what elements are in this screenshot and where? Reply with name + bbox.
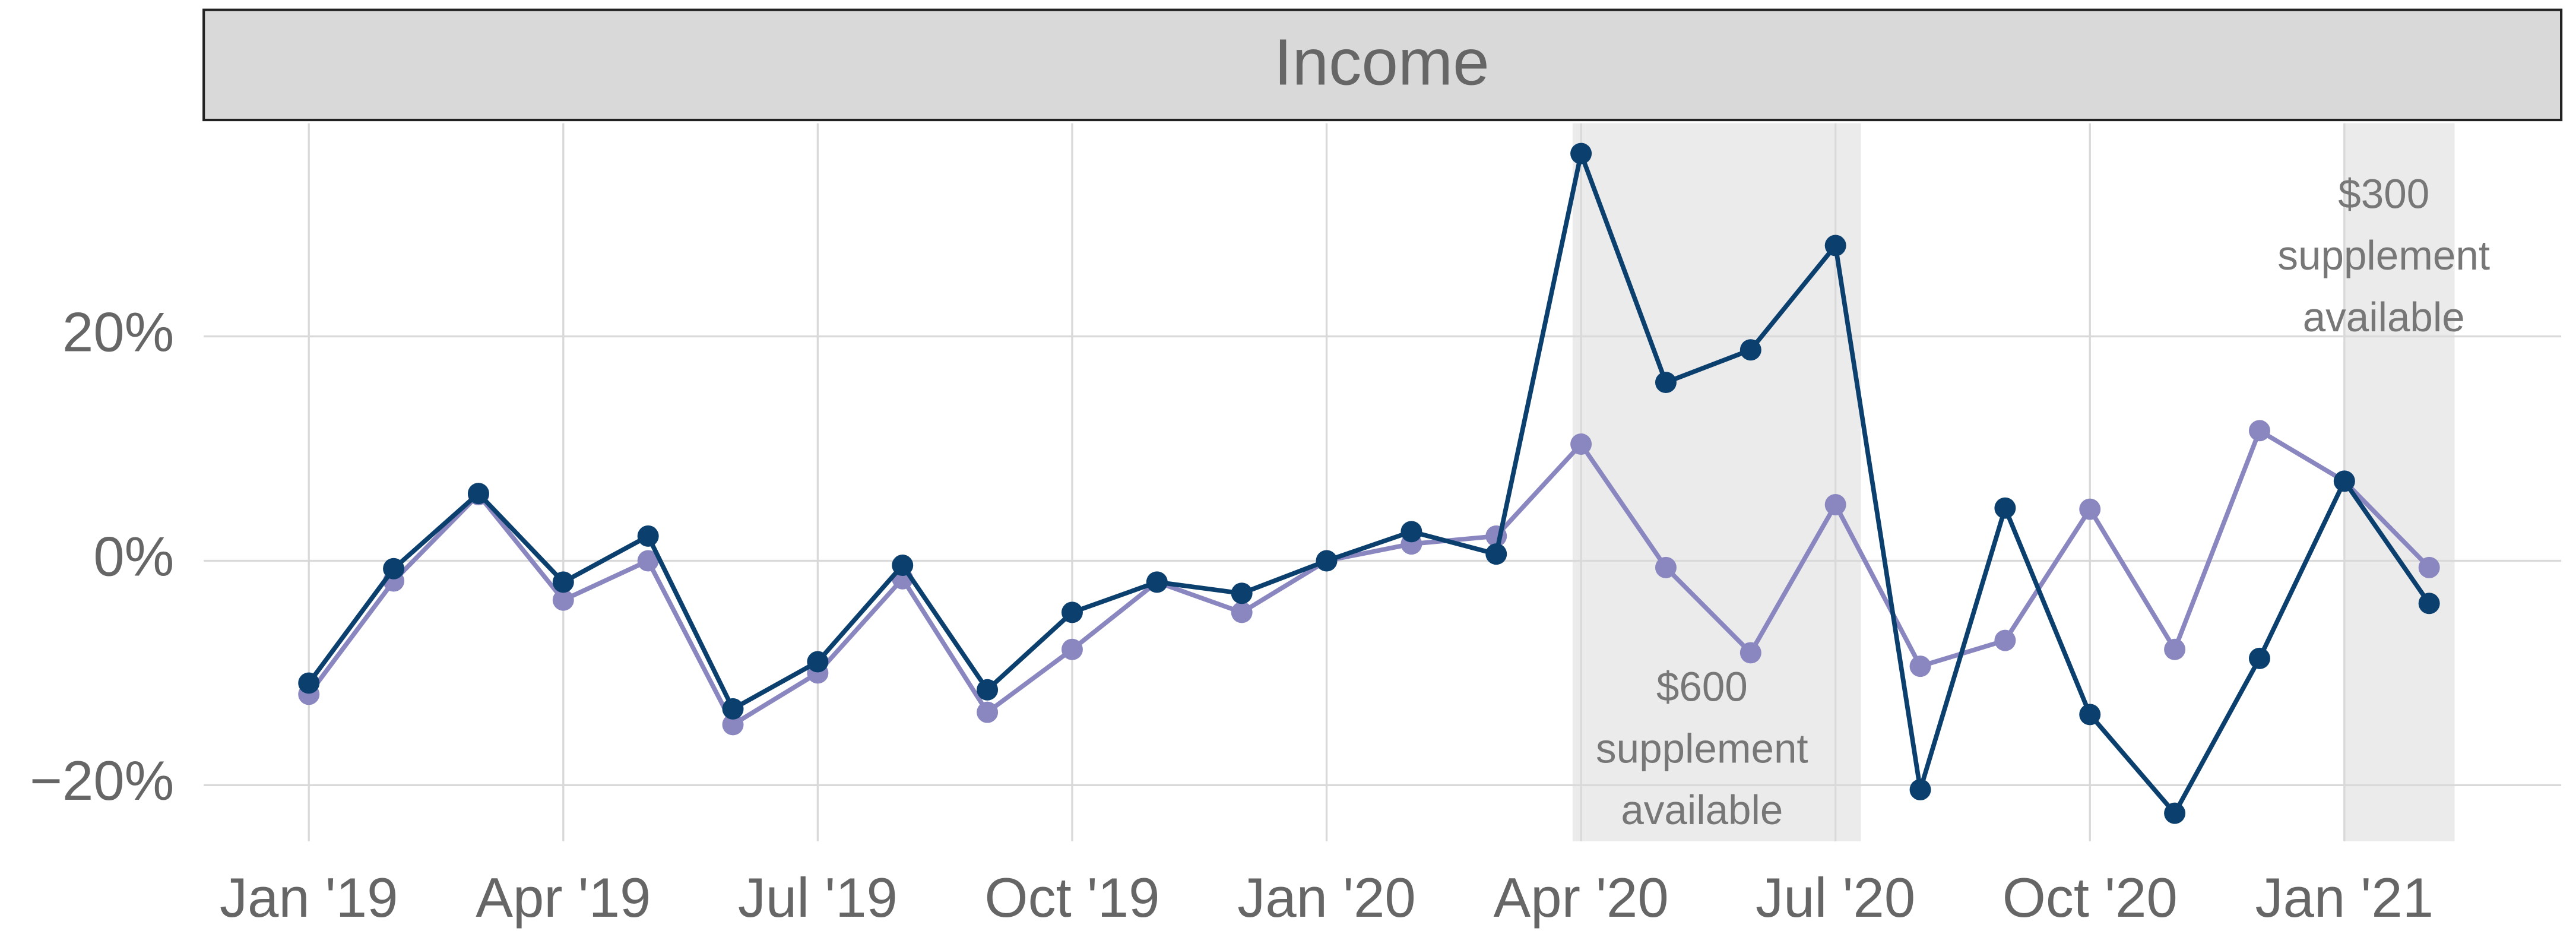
point: [722, 714, 744, 736]
point: [2248, 647, 2270, 669]
point: [1909, 656, 1931, 677]
point: [1316, 550, 1338, 572]
point: [2418, 593, 2440, 615]
x-tick-label: Jan '20: [1237, 866, 1415, 929]
annotation: available: [1621, 787, 1783, 833]
annotation: supplement: [1596, 725, 1808, 771]
x-tick-label: Oct '19: [984, 866, 1159, 929]
point: [977, 701, 999, 723]
point: [2248, 420, 2270, 442]
point: [1485, 543, 1507, 565]
point: [383, 558, 405, 580]
x-tick-label: Jul '20: [1756, 866, 1915, 929]
point: [1570, 433, 1592, 455]
point: [1655, 372, 1677, 394]
point: [1994, 497, 2016, 519]
point: [2333, 470, 2355, 492]
point: [1739, 339, 1761, 361]
line: [307, 145, 2431, 818]
point: [552, 589, 574, 611]
annotation: supplement: [2277, 232, 2490, 278]
x-tick-label: Jan '19: [220, 866, 398, 929]
annotation: $300: [2338, 170, 2429, 217]
point: [467, 483, 489, 505]
annotation: $600: [1656, 664, 1748, 710]
point: [1401, 521, 1422, 543]
point: [552, 571, 574, 593]
point: [2079, 498, 2101, 520]
point: [1570, 142, 1592, 164]
point: [2164, 802, 2186, 824]
point: [1146, 571, 1168, 593]
point: [1824, 235, 1846, 256]
point: [1231, 582, 1253, 604]
y-tick-label: 20%: [62, 300, 174, 363]
y-tick-label: 0%: [93, 525, 174, 587]
point: [1061, 638, 1083, 660]
x-tick-label: Apr '20: [1494, 866, 1669, 929]
point: [637, 550, 659, 572]
x-tick-label: Apr '19: [476, 866, 651, 929]
annotation: available: [2303, 294, 2465, 340]
x-tick-label: Jul '19: [738, 866, 898, 929]
point: [977, 679, 999, 701]
x-tick-label: Jan '21: [2255, 866, 2434, 929]
point: [722, 698, 744, 720]
strip: [202, 8, 2563, 122]
point: [807, 651, 829, 673]
point: [1994, 629, 2016, 651]
point: [1061, 601, 1083, 623]
chart-title: Income: [1274, 26, 1490, 99]
point: [637, 525, 659, 547]
point: [2164, 638, 2186, 660]
x-tick-label: Oct '20: [2003, 866, 2178, 929]
point: [2418, 556, 2440, 578]
line: [307, 427, 2431, 728]
point: [892, 555, 914, 577]
point: [1231, 601, 1253, 623]
point: [298, 672, 320, 694]
y-tick-label: −20%: [30, 749, 174, 812]
point: [1739, 642, 1761, 664]
point: [1909, 778, 1931, 800]
shaded-region: [2344, 123, 2455, 841]
point: [1824, 494, 1846, 516]
point: [1655, 556, 1677, 578]
point: [2079, 704, 2101, 726]
shaded-region: [1572, 123, 1861, 841]
